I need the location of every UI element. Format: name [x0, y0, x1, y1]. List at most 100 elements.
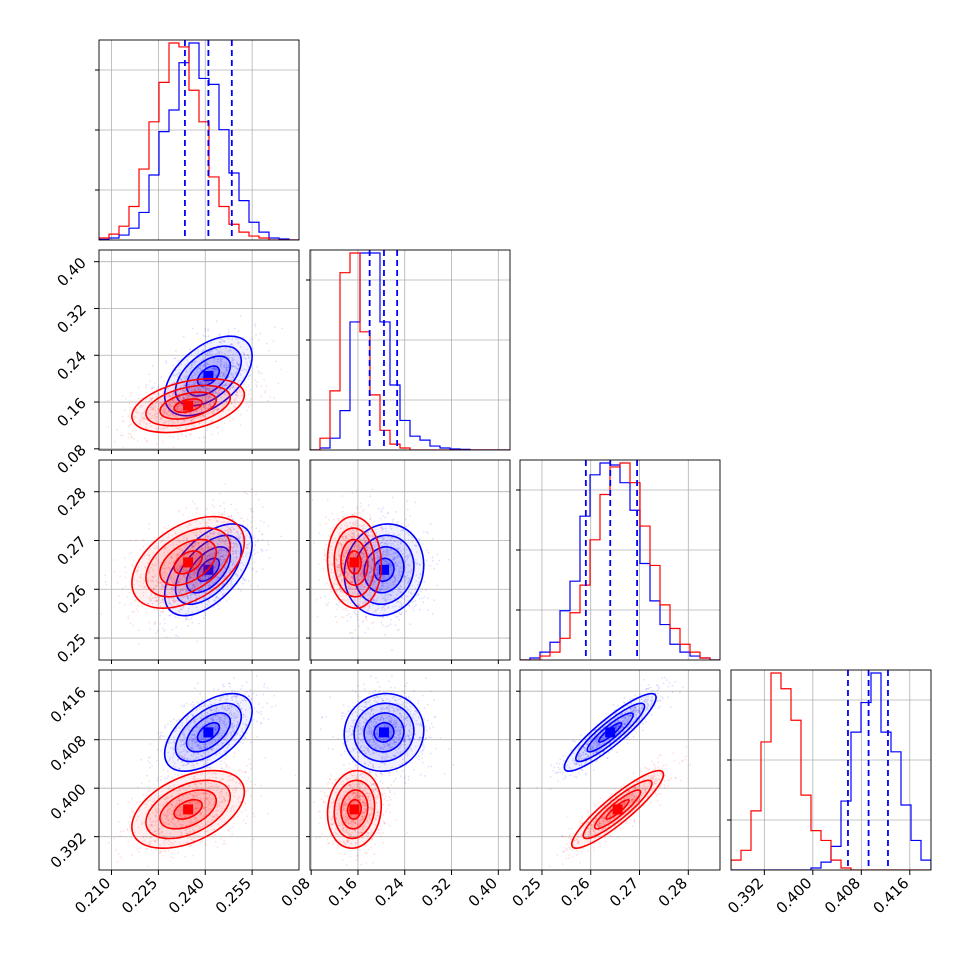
sample-point	[400, 611, 403, 614]
sample-point	[205, 400, 208, 403]
sample-point	[230, 343, 233, 346]
sample-point	[246, 518, 249, 521]
sample-point	[193, 574, 196, 577]
sample-point	[236, 361, 239, 363]
sample-point	[230, 561, 233, 563]
sample-point	[137, 386, 140, 389]
sample-point	[200, 395, 203, 397]
sample-point	[191, 364, 194, 366]
sample-point	[172, 577, 175, 580]
sample-point	[223, 384, 226, 386]
sample-point	[218, 576, 221, 578]
sample-point	[328, 518, 330, 521]
sample-point	[258, 339, 260, 341]
sample-point	[156, 392, 159, 395]
sample-point	[194, 373, 197, 376]
sample-point	[261, 550, 264, 553]
sample-point	[255, 493, 257, 496]
sample-point	[229, 531, 232, 534]
sample-point	[146, 423, 148, 426]
sample-point	[189, 599, 192, 602]
sample-point	[427, 532, 429, 535]
sample-point	[183, 389, 185, 391]
sample-point	[326, 604, 329, 606]
sample-point	[192, 614, 195, 617]
sample-point	[163, 412, 166, 414]
sample-point	[194, 381, 197, 384]
sample-point	[202, 386, 204, 389]
sample-point	[150, 406, 153, 408]
sample-point	[229, 387, 232, 390]
sample-point	[137, 397, 140, 400]
sample-point	[179, 566, 181, 568]
sample-point	[188, 367, 191, 370]
sample-point	[184, 419, 186, 421]
sample-point	[146, 412, 149, 414]
sample-point	[183, 574, 186, 577]
sample-point	[176, 427, 179, 429]
sample-point	[206, 380, 209, 383]
sample-point	[205, 557, 208, 559]
sample-point	[155, 419, 158, 421]
sample-point	[239, 536, 242, 538]
sample-point	[192, 545, 195, 548]
sample-point	[230, 582, 233, 585]
sample-point	[317, 563, 320, 565]
sample-point	[221, 375, 224, 378]
grid-lines	[99, 40, 299, 240]
sample-point	[388, 532, 390, 535]
sample-point	[206, 357, 209, 360]
sample-point	[194, 557, 197, 560]
sample-point	[156, 415, 159, 418]
sample-point	[169, 413, 172, 416]
sample-point	[196, 567, 199, 570]
sample-point	[200, 568, 203, 570]
sample-point	[218, 388, 221, 391]
sample-point	[223, 362, 226, 365]
sample-point	[235, 539, 238, 542]
sample-point	[216, 577, 219, 580]
sample-point	[141, 412, 144, 415]
sample-point	[196, 405, 199, 408]
sample-point	[245, 361, 248, 364]
sample-point	[186, 394, 189, 397]
sample-point	[249, 360, 251, 363]
sample-point	[118, 594, 120, 597]
sample-point	[377, 590, 380, 592]
sample-point	[412, 607, 414, 609]
sample-point	[177, 375, 179, 378]
sample-point	[205, 591, 208, 593]
sample-point	[227, 366, 230, 369]
sample-point	[198, 409, 201, 411]
sample-point	[191, 377, 194, 379]
sample-point	[201, 373, 204, 376]
sample-point	[205, 559, 207, 561]
sample-point	[229, 388, 232, 390]
sample-point	[203, 611, 206, 614]
sample-point	[168, 402, 171, 405]
sample-point	[204, 361, 207, 364]
sample-point	[381, 515, 384, 517]
sample-point	[175, 413, 177, 416]
sample-point	[405, 525, 407, 528]
y-tick-label: 0.25	[53, 630, 89, 666]
sample-point	[146, 439, 148, 442]
sample-point	[182, 396, 185, 399]
sample-point	[219, 388, 221, 391]
sample-point	[237, 342, 240, 345]
sample-point	[227, 546, 230, 549]
sample-point	[171, 594, 174, 596]
sample-point	[427, 597, 429, 600]
sample-point	[194, 571, 197, 574]
sample-point	[127, 432, 130, 435]
y-tick-label: 0.32	[53, 301, 89, 337]
sample-point	[157, 408, 160, 411]
sample-point	[163, 388, 166, 390]
sample-point	[232, 563, 234, 565]
sample-point	[196, 404, 199, 407]
sample-point	[165, 361, 168, 364]
sample-point	[231, 379, 234, 381]
sample-point	[217, 361, 220, 364]
sample-point	[169, 395, 171, 398]
sample-point	[325, 559, 327, 562]
